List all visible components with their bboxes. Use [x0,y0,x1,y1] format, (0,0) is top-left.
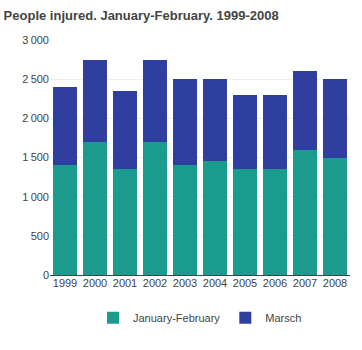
svg-text:2005: 2005 [233,277,257,289]
svg-text:500: 500 [31,230,49,242]
svg-text:2000: 2000 [83,277,107,289]
svg-text:2003: 2003 [173,277,197,289]
svg-text:2001: 2001 [113,277,137,289]
svg-text:1 500: 1 500 [22,151,49,163]
svg-text:2002: 2002 [143,277,167,289]
svg-text:2006: 2006 [263,277,287,289]
svg-text:2 500: 2 500 [22,73,49,85]
svg-text:1999: 1999 [53,277,77,289]
svg-text:Marsch: Marsch [265,312,301,324]
svg-text:2 000: 2 000 [22,112,49,124]
svg-text:2004: 2004 [203,277,227,289]
svg-text:1 000: 1 000 [22,191,49,203]
svg-text:0: 0 [43,269,49,281]
svg-text:2007: 2007 [293,277,317,289]
svg-text:People injured. January-Februa: People injured. January-February. 1999-2… [4,8,279,23]
svg-text:January-February: January-February [133,312,220,324]
svg-text:2008: 2008 [323,277,347,289]
svg-text:3 000: 3 000 [22,34,49,46]
